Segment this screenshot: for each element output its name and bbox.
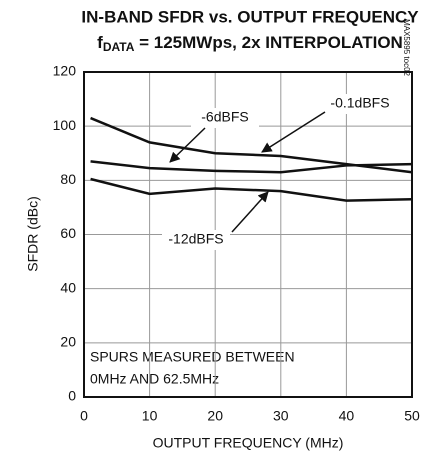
arrow [261, 111, 326, 153]
series-line [90, 160, 413, 174]
x-tick-label: 0 [80, 408, 88, 424]
series-label: -6dBFS [201, 109, 248, 125]
label-bg [191, 108, 259, 128]
y-tick-label: 100 [53, 117, 77, 133]
y-tick-label: 20 [60, 334, 76, 350]
series-line [90, 177, 413, 202]
subtitle-part: = 125MWps, 2x INTERPOLATION [134, 33, 402, 52]
x-tick-label: 20 [207, 408, 223, 424]
series-label: -12dBFS [168, 231, 223, 247]
y-tick-label: 0 [68, 388, 76, 404]
y-axis-label: SFDR (dBc) [25, 196, 41, 271]
subtitle-part: f [97, 33, 103, 52]
y-tick-label: 80 [60, 171, 76, 187]
y-tick-label: 40 [60, 279, 76, 295]
x-tick-label: 50 [404, 408, 420, 424]
label-bg [326, 94, 394, 114]
label-bg [162, 230, 230, 250]
x-axis-label: OUTPUT FREQUENCY (MHz) [153, 435, 344, 451]
plot-frame [83, 71, 413, 398]
annotation: 0MHz AND 62.5MHz [90, 371, 219, 387]
chart-title: IN-BAND SFDR vs. OUTPUT FREQUENCY [81, 7, 419, 26]
x-tick-label: 30 [273, 408, 289, 424]
arrow [169, 127, 206, 163]
chart-subtitle: fDATA = 125MWps, 2x INTERPOLATION [97, 33, 403, 54]
y-tick-label: 60 [60, 225, 76, 241]
arrow [231, 191, 269, 233]
y-tick-label: 120 [53, 63, 77, 79]
note: MAX5895 toc02 [402, 19, 411, 76]
annotation: SPURS MEASURED BETWEEN [90, 349, 295, 365]
series-label: -0.1dBFS [330, 95, 389, 111]
subtitle-part: DATA [103, 40, 135, 54]
x-tick-label: 10 [142, 408, 158, 424]
x-tick-label: 40 [339, 408, 355, 424]
